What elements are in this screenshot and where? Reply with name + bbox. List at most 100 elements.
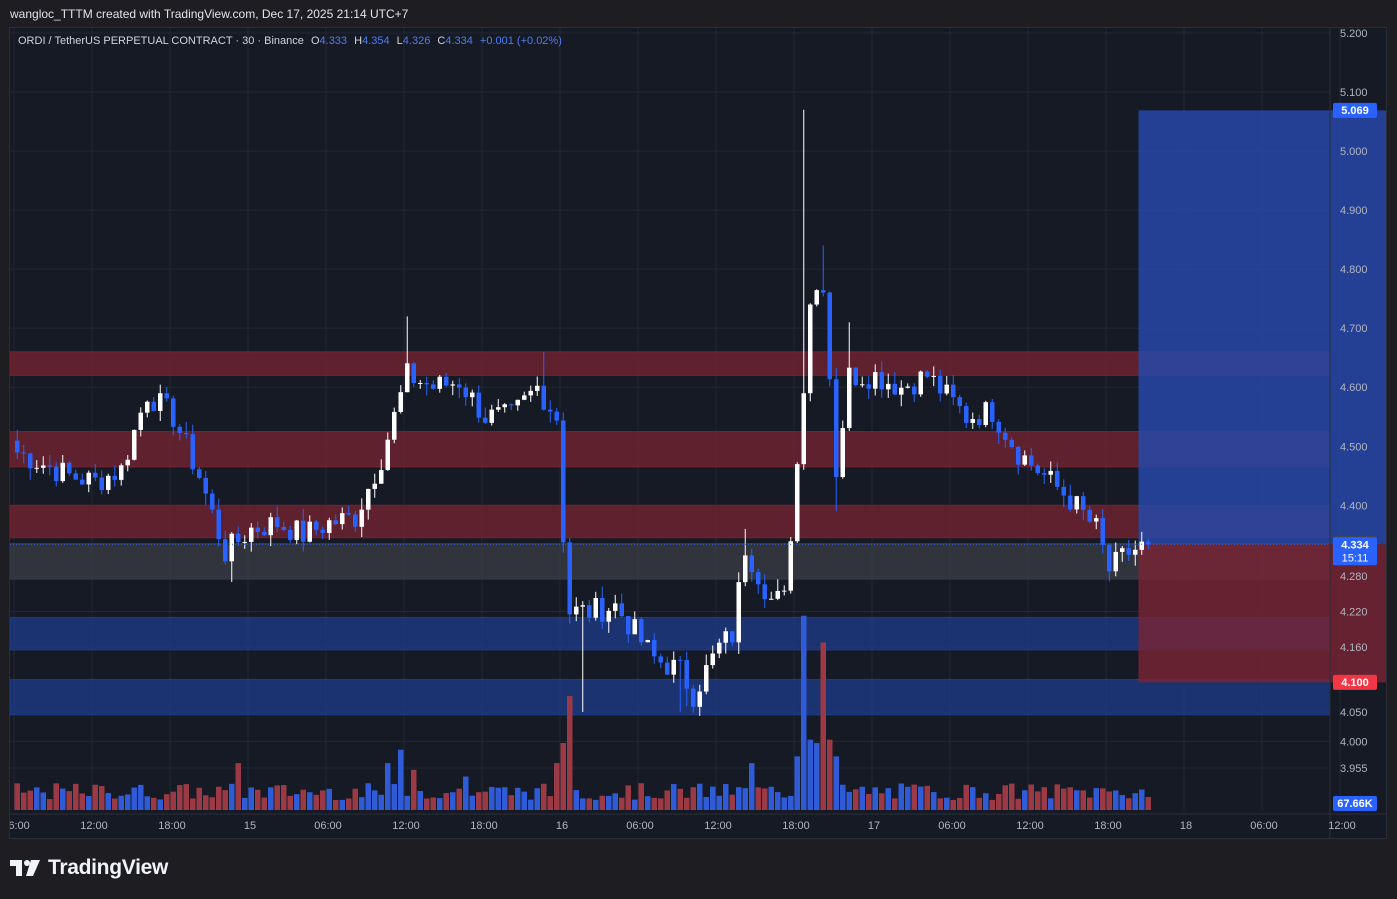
candle-body	[977, 418, 982, 426]
candle-body	[398, 392, 403, 412]
price-tick-label: 4.000	[1340, 736, 1368, 748]
candle-body	[236, 533, 241, 543]
candle-body	[21, 452, 26, 454]
volume-bar	[482, 791, 488, 810]
volume-bar	[554, 763, 560, 810]
candle-body	[587, 605, 592, 618]
candle-body	[353, 514, 358, 527]
open-value: 4.333	[319, 35, 348, 47]
price-badge-label: 4.100	[1341, 677, 1369, 689]
time-tick-label: 15	[244, 820, 256, 832]
candle-body	[450, 384, 455, 386]
volume-bar	[755, 787, 761, 810]
volume-bar	[21, 792, 27, 810]
candle-body	[554, 411, 559, 421]
candle-body	[496, 407, 501, 410]
candle-body	[34, 467, 39, 469]
low-value: 4.326	[402, 35, 431, 47]
volume-bar	[1093, 788, 1099, 810]
volume-bar	[170, 791, 176, 810]
candle-body	[645, 640, 650, 643]
candle-body	[1009, 439, 1014, 448]
price-tick-label: 4.280	[1340, 571, 1368, 583]
price-badge	[1333, 102, 1377, 118]
candle-body	[684, 660, 689, 689]
price-tick-label: 4.800	[1340, 264, 1368, 276]
price-tick-label: 4.600	[1340, 382, 1368, 394]
price-badge	[1333, 674, 1377, 690]
volume-bar	[989, 799, 995, 810]
time-tick-label: 12:00	[80, 820, 108, 832]
volume-bar	[1015, 798, 1021, 810]
time-tick-label: 18	[1180, 820, 1192, 832]
candle-body	[249, 527, 254, 542]
volume-bar	[1002, 785, 1008, 810]
volume-bar	[53, 783, 59, 810]
candle-body	[444, 376, 449, 386]
candle-body	[489, 409, 494, 423]
volume-bar	[879, 793, 885, 810]
volume-bar	[1126, 798, 1132, 810]
volume-bar	[1054, 784, 1060, 810]
candle-body	[184, 432, 189, 435]
volume-bar	[736, 787, 742, 810]
price-badge-label: 5.069	[1341, 105, 1369, 117]
candle-body	[561, 420, 566, 543]
volume-bar	[807, 739, 813, 810]
candle-body	[749, 555, 754, 573]
candle-body	[93, 472, 98, 478]
volume-bar	[417, 791, 423, 810]
volume-bar	[352, 788, 358, 810]
volume-bar	[762, 788, 768, 810]
tradingview-logo[interactable]: TradingView	[10, 856, 168, 880]
volume-bar	[593, 799, 599, 810]
volume-bar	[268, 787, 274, 810]
volume-bar	[911, 784, 917, 810]
candle-body	[912, 386, 917, 395]
candle-body	[548, 409, 553, 412]
volume-bar	[242, 797, 248, 810]
time-tick-label: 06:00	[314, 820, 342, 832]
candle-body	[203, 477, 208, 494]
candle-body	[951, 384, 956, 398]
candle-body	[522, 395, 527, 400]
volume-bar	[86, 796, 92, 810]
time-tick-label: 16	[556, 820, 568, 832]
time-tick-label: 18:00	[1094, 820, 1122, 832]
candle-body	[229, 533, 234, 562]
volume-bar	[469, 795, 475, 810]
price-badge	[1333, 537, 1377, 566]
price-tick-label: 4.500	[1340, 441, 1368, 453]
time-tick-label: 12:00	[392, 820, 420, 832]
candlestick-chart[interactable]: 5.200 5.100 5.000 4.900 4.800 4.700 4.600 4.500…	[10, 28, 1386, 838]
volume-bar	[1106, 791, 1112, 810]
candle-body	[151, 401, 156, 411]
price-tick-label: 4.900	[1340, 205, 1368, 217]
volume-bar	[177, 785, 183, 810]
volume-bar	[840, 784, 846, 810]
candle-body	[827, 292, 832, 380]
volume-bar	[372, 790, 378, 810]
candle-body	[80, 479, 85, 485]
candle-body	[470, 392, 475, 398]
candle-body	[1042, 473, 1047, 475]
candle-body	[158, 393, 163, 411]
candle-body	[190, 434, 195, 470]
candle-body	[145, 401, 150, 413]
volume-bar	[1080, 790, 1086, 810]
candle-body	[743, 555, 748, 583]
price-tick-label: 5.200	[1340, 28, 1368, 40]
time-tick-label: 06:00	[626, 820, 654, 832]
candle-body	[1061, 486, 1066, 496]
volume-bar	[703, 797, 709, 810]
volume-bar	[794, 756, 800, 810]
chart-area[interactable]: 5.200 5.100 5.000 4.900 4.800 4.700 4.600 4.500…	[9, 27, 1387, 839]
candle-body	[918, 371, 923, 395]
volume-bar	[203, 795, 209, 810]
candle-body	[671, 659, 676, 675]
volume-bar	[476, 792, 482, 810]
candle-body	[1087, 509, 1092, 522]
volume-bar	[950, 799, 956, 810]
volume-bar	[437, 798, 443, 810]
volume-bar	[1100, 788, 1106, 810]
